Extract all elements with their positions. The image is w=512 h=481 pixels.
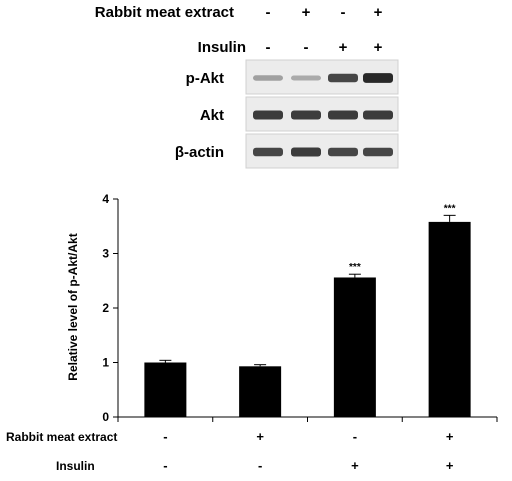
blot-condition-label-extract: Rabbit meat extract xyxy=(95,4,234,21)
condition-sign: - xyxy=(353,429,357,444)
blot-sign: - xyxy=(304,39,309,56)
y-tick-label: 1 xyxy=(102,356,109,370)
y-axis-ticks: 0 1 2 3 4 xyxy=(102,192,118,424)
condition-sign: + xyxy=(351,458,359,473)
bars: *** *** xyxy=(144,203,471,417)
significance-label: *** xyxy=(444,203,456,214)
y-tick-label: 0 xyxy=(102,410,109,424)
blot-band xyxy=(291,75,321,81)
bar xyxy=(239,366,282,417)
blot-band xyxy=(291,147,321,157)
blot-band xyxy=(363,110,393,120)
blot-band xyxy=(253,110,283,120)
condition-sign: - xyxy=(163,458,167,473)
y-tick-label: 3 xyxy=(102,247,109,261)
bar xyxy=(144,362,187,417)
blot-band xyxy=(363,147,393,157)
blot-row-label: β-actin xyxy=(175,144,224,161)
blot-band xyxy=(328,73,358,83)
condition-sign: - xyxy=(163,429,167,444)
blot-sign: + xyxy=(302,4,311,21)
blot-row-label: p-Akt xyxy=(186,70,224,87)
bar xyxy=(333,277,376,417)
blot-band xyxy=(328,147,358,157)
blot-sign: + xyxy=(339,39,348,56)
blot-band xyxy=(253,147,283,157)
blot-band xyxy=(328,110,358,120)
blot-row-label: Akt xyxy=(200,107,224,124)
blot-band xyxy=(291,110,321,120)
condition-sign: + xyxy=(446,429,454,444)
western-blot-panel: Rabbit meat extract Insulin - + - + - - + + p-A… xyxy=(95,4,399,169)
blot-sign: + xyxy=(374,39,383,56)
blot-sign: + xyxy=(374,4,383,21)
y-tick-label: 2 xyxy=(102,301,109,315)
condition-label-extract: Rabbit meat extract xyxy=(6,430,117,444)
blot-sign: - xyxy=(341,4,346,21)
blot-sign: - xyxy=(266,39,271,56)
blot-condition-signs: - + - + - - + + xyxy=(266,4,383,56)
condition-label-insulin: Insulin xyxy=(56,459,95,473)
bar xyxy=(428,221,471,417)
y-axis-label: Relative level of p-Akt/Akt xyxy=(66,233,80,380)
condition-sign: - xyxy=(258,458,262,473)
significance-label: *** xyxy=(349,262,361,273)
condition-sign: + xyxy=(256,429,264,444)
blot-rows: p-Akt Akt β-actin xyxy=(175,59,399,169)
y-tick-label: 4 xyxy=(102,192,109,206)
blot-band xyxy=(363,73,393,83)
x-axis-ticks xyxy=(117,417,498,422)
blot-band xyxy=(253,75,283,81)
condition-sign: + xyxy=(446,458,454,473)
blot-condition-label-insulin: Insulin xyxy=(198,39,246,56)
blot-sign: - xyxy=(266,4,271,21)
condition-rows: Rabbit meat extract Insulin - + - + - - + + xyxy=(6,429,454,473)
